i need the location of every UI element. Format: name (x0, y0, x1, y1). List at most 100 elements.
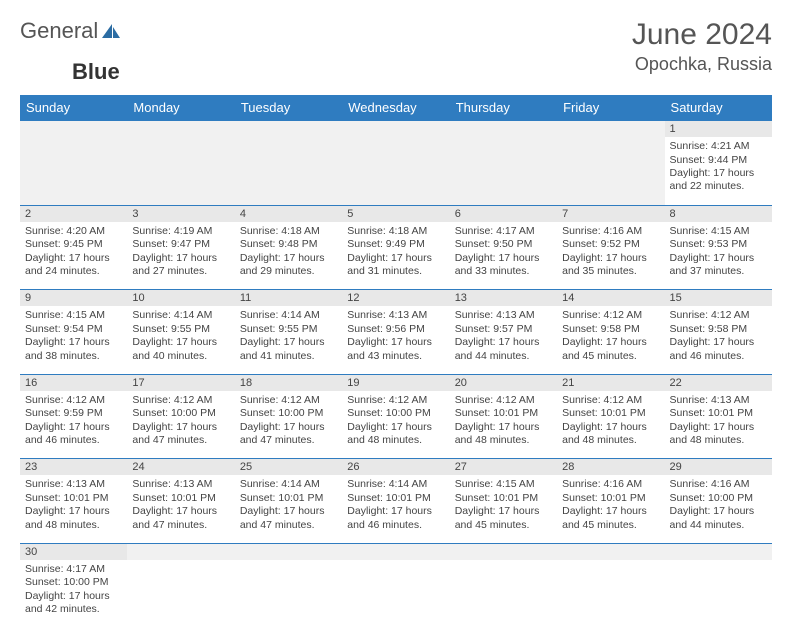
day-number: 18 (235, 374, 342, 391)
day-number (557, 543, 664, 560)
day-cell: Sunrise: 4:12 AMSunset: 10:00 PMDaylight… (127, 391, 234, 459)
sunset-text: Sunset: 10:01 PM (562, 407, 659, 420)
daylight-text2: and 24 minutes. (25, 265, 122, 278)
daylight-text: Daylight: 17 hours (670, 421, 767, 434)
day-cell: Sunrise: 4:13 AMSunset: 10:01 PMDaylight… (665, 391, 772, 459)
sunrise-text: Sunrise: 4:19 AM (132, 225, 229, 238)
daynum-row: 2345678 (20, 205, 772, 222)
daylight-text2: and 44 minutes. (670, 519, 767, 532)
daynum-row: 30 (20, 543, 772, 560)
day-number: 29 (665, 459, 772, 476)
daylight-text2: and 35 minutes. (562, 265, 659, 278)
day-header: Sunday (20, 95, 127, 121)
sunset-text: Sunset: 10:00 PM (132, 407, 229, 420)
daylight-text2: and 43 minutes. (347, 350, 444, 363)
day-number: 8 (665, 205, 772, 222)
daylight-text: Daylight: 17 hours (240, 505, 337, 518)
day-cell (127, 137, 234, 205)
sunset-text: Sunset: 9:54 PM (25, 323, 122, 336)
daylight-text2: and 45 minutes. (562, 519, 659, 532)
day-cell: Sunrise: 4:12 AMSunset: 10:01 PMDaylight… (450, 391, 557, 459)
sunset-text: Sunset: 10:01 PM (455, 407, 552, 420)
day-number (127, 121, 234, 138)
sunrise-text: Sunrise: 4:15 AM (455, 478, 552, 491)
daylight-text2: and 33 minutes. (455, 265, 552, 278)
daylight-text: Daylight: 17 hours (670, 336, 767, 349)
day-cell: Sunrise: 4:12 AMSunset: 9:58 PMDaylight:… (665, 306, 772, 374)
sunrise-text: Sunrise: 4:16 AM (670, 478, 767, 491)
day-cell: Sunrise: 4:14 AMSunset: 10:01 PMDaylight… (235, 475, 342, 543)
day-number (20, 121, 127, 138)
sunrise-text: Sunrise: 4:13 AM (347, 309, 444, 322)
week-row: Sunrise: 4:20 AMSunset: 9:45 PMDaylight:… (20, 222, 772, 290)
daylight-text: Daylight: 17 hours (562, 336, 659, 349)
daylight-text2: and 48 minutes. (347, 434, 444, 447)
brand-logo: General (20, 18, 122, 44)
sunset-text: Sunset: 9:59 PM (25, 407, 122, 420)
daylight-text2: and 48 minutes. (455, 434, 552, 447)
day-number: 27 (450, 459, 557, 476)
daylight-text2: and 45 minutes. (562, 350, 659, 363)
day-cell (342, 137, 449, 205)
week-row: Sunrise: 4:21 AMSunset: 9:44 PMDaylight:… (20, 137, 772, 205)
day-cell: Sunrise: 4:20 AMSunset: 9:45 PMDaylight:… (20, 222, 127, 290)
day-number: 7 (557, 205, 664, 222)
sunset-text: Sunset: 9:55 PM (240, 323, 337, 336)
sunrise-text: Sunrise: 4:13 AM (25, 478, 122, 491)
sunset-text: Sunset: 10:01 PM (347, 492, 444, 505)
daylight-text: Daylight: 17 hours (132, 336, 229, 349)
sunrise-text: Sunrise: 4:17 AM (455, 225, 552, 238)
day-cell (665, 560, 772, 628)
sunset-text: Sunset: 10:00 PM (347, 407, 444, 420)
day-cell: Sunrise: 4:15 AMSunset: 10:01 PMDaylight… (450, 475, 557, 543)
day-cell: Sunrise: 4:13 AMSunset: 10:01 PMDaylight… (20, 475, 127, 543)
day-number: 16 (20, 374, 127, 391)
daylight-text2: and 48 minutes. (670, 434, 767, 447)
daylight-text: Daylight: 17 hours (240, 252, 337, 265)
daylight-text: Daylight: 17 hours (25, 505, 122, 518)
day-header: Thursday (450, 95, 557, 121)
day-number (235, 543, 342, 560)
month-title: June 2024 (632, 18, 772, 52)
day-cell: Sunrise: 4:21 AMSunset: 9:44 PMDaylight:… (665, 137, 772, 205)
sunrise-text: Sunrise: 4:14 AM (132, 309, 229, 322)
week-row: Sunrise: 4:15 AMSunset: 9:54 PMDaylight:… (20, 306, 772, 374)
daylight-text: Daylight: 17 hours (132, 421, 229, 434)
daynum-row: 9101112131415 (20, 290, 772, 307)
sunset-text: Sunset: 9:58 PM (670, 323, 767, 336)
sunrise-text: Sunrise: 4:13 AM (132, 478, 229, 491)
sunrise-text: Sunrise: 4:18 AM (347, 225, 444, 238)
sunrise-text: Sunrise: 4:17 AM (25, 563, 122, 576)
daylight-text2: and 29 minutes. (240, 265, 337, 278)
daylight-text: Daylight: 17 hours (562, 252, 659, 265)
day-cell (342, 560, 449, 628)
day-cell (557, 137, 664, 205)
sunrise-text: Sunrise: 4:12 AM (670, 309, 767, 322)
daynum-row: 23242526272829 (20, 459, 772, 476)
sunset-text: Sunset: 9:49 PM (347, 238, 444, 251)
day-header: Monday (127, 95, 234, 121)
day-number: 23 (20, 459, 127, 476)
daylight-text: Daylight: 17 hours (455, 252, 552, 265)
sunset-text: Sunset: 10:00 PM (25, 576, 122, 589)
day-number: 28 (557, 459, 664, 476)
daylight-text2: and 47 minutes. (132, 519, 229, 532)
daylight-text: Daylight: 17 hours (347, 252, 444, 265)
daylight-text2: and 31 minutes. (347, 265, 444, 278)
sunset-text: Sunset: 9:44 PM (670, 154, 767, 167)
day-cell: Sunrise: 4:16 AMSunset: 9:52 PMDaylight:… (557, 222, 664, 290)
daynum-row: 16171819202122 (20, 374, 772, 391)
day-cell: Sunrise: 4:15 AMSunset: 9:53 PMDaylight:… (665, 222, 772, 290)
day-number: 19 (342, 374, 449, 391)
day-cell: Sunrise: 4:12 AMSunset: 10:00 PMDaylight… (235, 391, 342, 459)
sunrise-text: Sunrise: 4:12 AM (240, 394, 337, 407)
daylight-text2: and 46 minutes. (25, 434, 122, 447)
daylight-text: Daylight: 17 hours (347, 336, 444, 349)
day-number: 1 (665, 121, 772, 138)
day-cell: Sunrise: 4:18 AMSunset: 9:48 PMDaylight:… (235, 222, 342, 290)
day-number (665, 543, 772, 560)
sunset-text: Sunset: 9:57 PM (455, 323, 552, 336)
daylight-text2: and 40 minutes. (132, 350, 229, 363)
daylight-text: Daylight: 17 hours (670, 505, 767, 518)
daylight-text: Daylight: 17 hours (562, 505, 659, 518)
